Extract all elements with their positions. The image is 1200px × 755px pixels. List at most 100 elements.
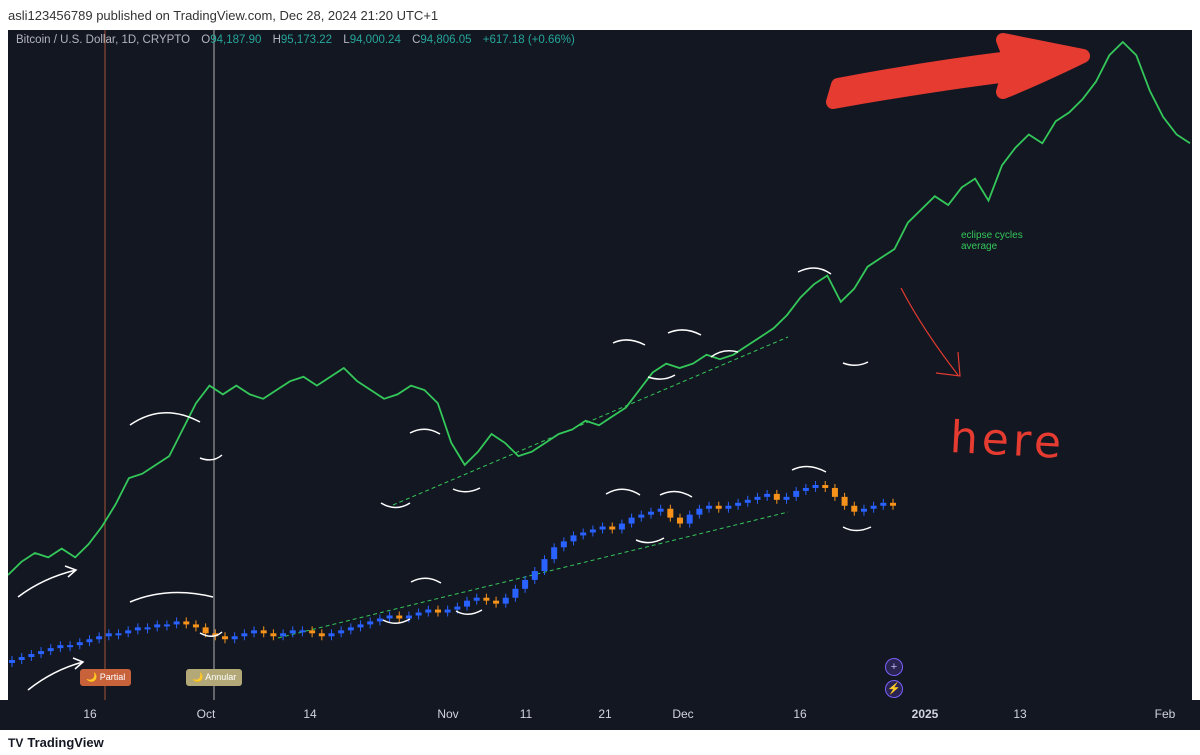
chart-canvas[interactable] [8, 30, 1192, 700]
candle-body [677, 517, 684, 524]
annular-eclipse-badge[interactable]: 🌙 Annular [186, 669, 243, 686]
arc-mark [647, 374, 676, 380]
candle-body [744, 499, 751, 503]
candle-series [9, 481, 896, 667]
arc-mark [842, 526, 872, 532]
arc-mark [382, 618, 411, 624]
candle-body [434, 609, 441, 613]
swoosh-mark [27, 661, 84, 691]
candle-body [47, 648, 54, 652]
eclipse-label-line2: average [961, 241, 998, 252]
arc-mark [842, 361, 869, 366]
candle-body [115, 633, 122, 636]
candle-body [67, 645, 74, 648]
candle-body [163, 624, 170, 627]
candle-body [860, 508, 867, 512]
candle-body [338, 630, 345, 634]
swoosh-mark [17, 569, 77, 598]
candle-body [125, 630, 132, 634]
close-value: 94,806.05 [420, 34, 472, 46]
low-label: L [343, 34, 350, 46]
candle-body [425, 609, 432, 613]
candle-body [444, 609, 451, 613]
candle-body [793, 490, 800, 497]
candle-body [841, 496, 848, 506]
candle-body [822, 485, 829, 488]
candle-body [570, 535, 577, 542]
chart-area[interactable]: Bitcoin / U.S. Dollar, 1D, CRYPTO O94,18… [8, 30, 1192, 700]
candle-body [851, 505, 858, 512]
candle-body [221, 636, 228, 640]
candle-body [667, 508, 674, 518]
candle-body [386, 615, 393, 619]
annular-label: Annular [205, 672, 237, 682]
candle-body [773, 493, 780, 500]
candle-body [464, 600, 471, 607]
x-tick-label: Feb [1154, 707, 1176, 721]
candle-body [86, 639, 93, 643]
candle-body [531, 571, 538, 580]
arc-mark [199, 631, 223, 637]
candle-body [657, 508, 664, 512]
ohlc-legend: Bitcoin / U.S. Dollar, 1D, CRYPTO O94,18… [16, 34, 583, 46]
candle-body [764, 493, 771, 497]
arc-mark [129, 411, 201, 426]
candle-body [696, 508, 703, 515]
arc-mark [410, 577, 442, 584]
lightning-icon[interactable]: ⚡ [885, 680, 903, 698]
big-red-arrow [826, 33, 1090, 109]
candle-body [260, 630, 267, 634]
candle-body [357, 624, 364, 628]
eclipse-label-line1: eclipse cycles [961, 230, 1023, 241]
candle-body [367, 621, 374, 625]
candle-body [212, 633, 219, 637]
partial-label: Partial [99, 672, 126, 682]
candle-body [347, 627, 354, 631]
swoosh-mark [64, 565, 78, 578]
tradingview-logo[interactable]: TV TradingView [8, 735, 104, 750]
arc-mark [605, 488, 641, 496]
x-tick-label: 11 [519, 707, 533, 721]
candle-body [57, 645, 64, 649]
arc-mark [710, 350, 739, 358]
high-label: H [272, 34, 281, 46]
candle-body [309, 630, 316, 634]
candle-body [415, 612, 422, 616]
candle-body [647, 511, 654, 515]
candle-body [609, 526, 616, 530]
partial-eclipse-badge[interactable]: 🌙 Partial [80, 669, 132, 686]
candle-body [241, 633, 248, 637]
candle-body [473, 597, 480, 601]
arc-mark [667, 329, 702, 336]
arc-mark [455, 609, 483, 615]
x-tick-label: Dec [672, 707, 694, 721]
candle-body [405, 615, 412, 619]
candle-body [328, 633, 335, 637]
candle-body [280, 633, 287, 637]
candle-body [512, 588, 519, 598]
arc-mark [452, 487, 481, 493]
close-label: C [412, 34, 421, 46]
open-label: O [201, 34, 211, 46]
footer: TV TradingView [0, 730, 1200, 755]
candle-body [9, 660, 15, 663]
candle-body [831, 487, 838, 497]
candle-body [880, 502, 887, 506]
candle-body [28, 654, 35, 658]
swoosh-mark [72, 657, 85, 670]
candle-body [173, 621, 180, 625]
published-text: asli123456789 published on TradingView.c… [8, 8, 439, 23]
x-tick-label: Nov [437, 707, 459, 721]
here-arrow-head [935, 351, 961, 377]
candle-body [725, 505, 732, 509]
open-value: 94,187.90 [210, 34, 262, 46]
x-tick-label: 16 [83, 707, 97, 721]
candle-body [870, 505, 877, 509]
plus-icon[interactable]: + [885, 658, 903, 676]
arc-mark [635, 537, 665, 544]
candle-body [618, 523, 625, 530]
candle-body [251, 630, 258, 634]
candle-body [231, 636, 238, 640]
x-tick-label: 21 [598, 707, 612, 721]
x-axis: 16 Oct 14 Nov 11 21 Dec 16 2025 13 Feb [0, 700, 1200, 730]
